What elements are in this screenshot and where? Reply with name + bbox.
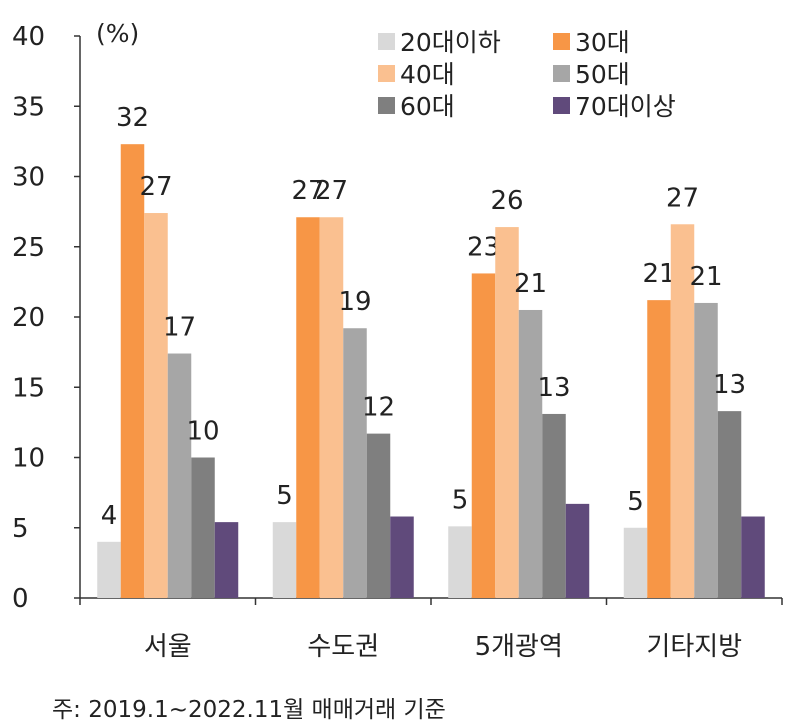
legend-label: 20대이하 xyxy=(400,28,501,57)
y-tick-label: 0 xyxy=(12,584,29,614)
bar xyxy=(214,522,239,598)
data-label: 27 xyxy=(139,172,172,202)
bar xyxy=(272,522,297,598)
y-tick-label: 40 xyxy=(12,22,45,52)
bar xyxy=(565,503,590,598)
bar xyxy=(694,302,718,598)
data-label: 26 xyxy=(490,186,523,216)
data-label: 27 xyxy=(291,176,324,206)
data-label: 10 xyxy=(186,417,219,447)
y-tick-label: 30 xyxy=(12,163,45,193)
x-tick-label: 수도권 xyxy=(307,632,379,662)
data-label: 27 xyxy=(666,183,699,213)
data-label: 12 xyxy=(362,393,395,423)
data-label: 13 xyxy=(713,370,746,400)
x-tick-label: 기타지방 xyxy=(646,632,742,662)
bar xyxy=(647,300,671,598)
bar xyxy=(191,457,215,598)
legend-label: 50대 xyxy=(575,60,630,89)
data-label: 27 xyxy=(315,176,348,206)
data-label: 17 xyxy=(163,313,196,343)
footnote: 주: 2019.1~2022.11월 매매거래 기준 xyxy=(52,697,446,723)
data-label: 19 xyxy=(338,287,371,317)
data-label: 23 xyxy=(467,232,500,262)
data-label: 5 xyxy=(452,485,469,515)
bar xyxy=(495,227,519,598)
legend-label: 70대이상 xyxy=(575,92,676,121)
bar xyxy=(366,433,391,598)
legend-label: 60대 xyxy=(400,92,455,121)
data-label: 32 xyxy=(116,103,149,133)
x-tick-label: 5개광역 xyxy=(475,632,563,662)
bar xyxy=(97,541,121,598)
y-tick-label: 15 xyxy=(12,373,45,403)
legend-swatch xyxy=(553,33,570,50)
y-tick-label: 35 xyxy=(12,92,45,122)
bar xyxy=(471,273,496,598)
data-label: 21 xyxy=(514,269,547,299)
y-tick-label: 5 xyxy=(12,514,29,544)
bar xyxy=(167,353,192,598)
bar xyxy=(623,527,648,598)
bar xyxy=(120,144,145,598)
bar xyxy=(390,516,414,598)
bar xyxy=(448,526,472,598)
legend-swatch xyxy=(553,65,570,82)
bar xyxy=(518,309,543,598)
bar xyxy=(670,224,695,598)
data-label: 5 xyxy=(276,481,293,511)
y-unit-label: (%) xyxy=(96,19,139,48)
bar xyxy=(343,328,367,598)
y-tick-label: 20 xyxy=(12,303,45,333)
legend-swatch xyxy=(378,97,395,114)
legend-swatch xyxy=(553,97,570,114)
data-label: 21 xyxy=(689,262,722,292)
legend-swatch xyxy=(378,65,395,82)
bar xyxy=(144,213,168,598)
bar xyxy=(717,411,742,598)
y-tick-label: 25 xyxy=(12,233,45,263)
bar xyxy=(741,516,765,598)
bar xyxy=(296,217,320,598)
legend-swatch xyxy=(378,33,395,50)
bar xyxy=(542,413,566,598)
y-tick-label: 10 xyxy=(12,444,45,474)
legend-label: 40대 xyxy=(400,60,455,89)
data-label: 4 xyxy=(101,501,118,531)
data-label: 13 xyxy=(537,373,570,403)
bar xyxy=(319,217,344,598)
data-label: 21 xyxy=(642,259,675,289)
x-tick-label: 서울 xyxy=(144,632,192,662)
data-label: 5 xyxy=(627,487,644,517)
legend-label: 30대 xyxy=(575,28,630,57)
